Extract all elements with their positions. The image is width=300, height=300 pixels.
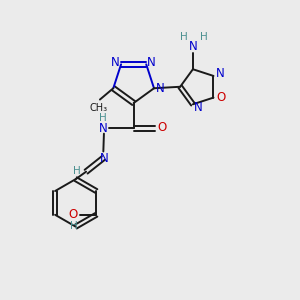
Text: N: N	[147, 56, 156, 69]
Text: N: N	[99, 122, 108, 135]
Text: N: N	[100, 152, 108, 164]
Text: N: N	[156, 82, 165, 95]
Text: H: H	[73, 166, 80, 176]
Text: N: N	[111, 56, 120, 69]
Text: N: N	[194, 101, 203, 114]
Text: O: O	[216, 91, 226, 104]
Text: O: O	[69, 208, 78, 221]
Text: CH₃: CH₃	[89, 103, 107, 113]
Text: H: H	[100, 113, 107, 123]
Text: O: O	[157, 121, 166, 134]
Text: H: H	[200, 32, 208, 42]
Text: N: N	[189, 40, 198, 53]
Text: H: H	[70, 221, 77, 231]
Text: H: H	[179, 32, 187, 42]
Text: N: N	[216, 67, 224, 80]
